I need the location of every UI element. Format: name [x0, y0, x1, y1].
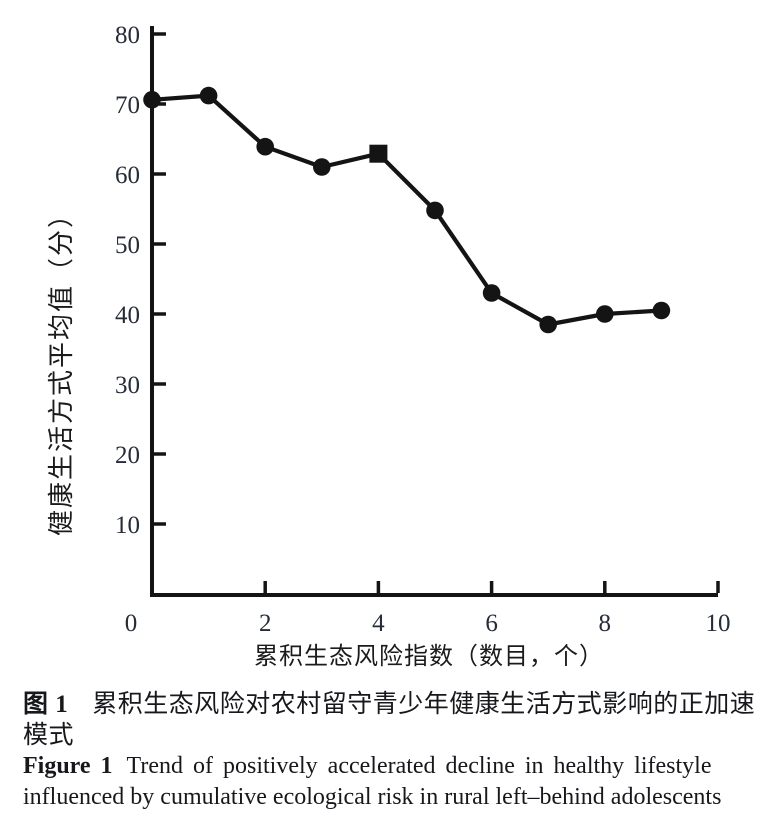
x-tick-label-10: 10 — [706, 610, 731, 637]
caption-zh-text: 累积生态风险对农村留守青少年健康生活方式影响的正加速 — [92, 691, 756, 718]
x-axis-title: 累积生态风险指数（数目，个） — [254, 643, 604, 670]
caption-en-text: Trend of positively accelerated decline … — [126, 753, 712, 779]
data-point-x8 — [596, 305, 614, 323]
x-tick-label-2: 2 — [259, 610, 272, 637]
data-point-x2 — [256, 137, 275, 156]
y-tick-label-10: 10 — [115, 512, 140, 539]
y-tick-label-40: 40 — [115, 302, 140, 329]
caption-en-line1: Figure 1 Trend of positively accelerated … — [23, 751, 768, 782]
x-tick-label-8: 8 — [599, 610, 612, 637]
y-tick-label-60: 60 — [115, 162, 140, 189]
x-tick-label-0: 0 — [125, 610, 138, 637]
data-point-x4 — [369, 144, 388, 163]
y-tick-label-70: 70 — [115, 92, 140, 119]
y-tick-label-30: 30 — [115, 372, 140, 399]
y-tick-label-50: 50 — [115, 232, 140, 259]
data-series-line — [149, 93, 664, 327]
line-chart: 10 20 30 40 50 60 70 80 0 2 4 6 8 10 累积生态风险指数（数目，个） 健康生… — [47, 22, 731, 670]
caption-en-line2: influenced by cumulative ecological risk… — [23, 784, 722, 810]
data-point-x0 — [143, 91, 161, 109]
x-tick-label-6: 6 — [485, 610, 498, 637]
data-point-x1 — [199, 86, 218, 105]
figure-caption: 图 1 累积生态风险对农村留守青少年健康生活方式影响的正加速 模式 Figure … — [23, 689, 768, 813]
data-point-x3 — [313, 158, 331, 176]
data-point-x9 — [652, 301, 671, 320]
caption-en-figure-number: Figure 1 — [23, 753, 113, 779]
data-point-x6 — [482, 284, 501, 302]
y-axis-title: 健康生活方式平均值（分） — [47, 200, 76, 536]
x-tick-label-4: 4 — [372, 610, 385, 637]
caption-zh-line2: 模式 — [23, 722, 75, 749]
y-tick-label-20: 20 — [115, 442, 140, 469]
data-point-x5 — [426, 201, 444, 220]
data-point-x7 — [539, 315, 557, 334]
caption-zh-line1: 图 1 累积生态风险对农村留守青少年健康生活方式影响的正加速 — [23, 689, 768, 720]
y-tick-label-80: 80 — [115, 22, 140, 49]
caption-zh-figure-number: 图 1 — [23, 691, 69, 718]
